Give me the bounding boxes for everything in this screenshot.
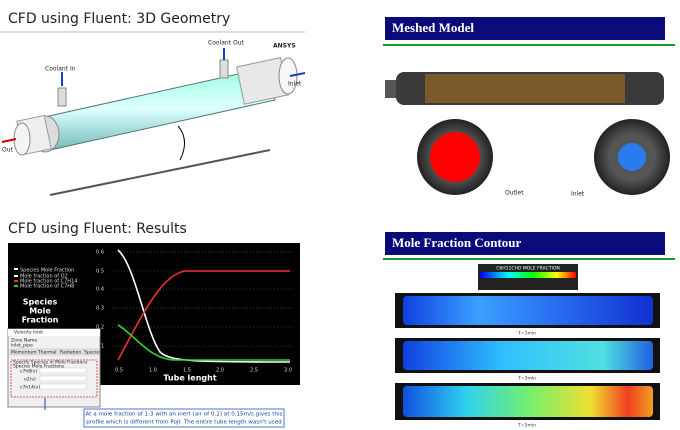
dialog-field[interactable]: inlet_pipe <box>11 343 33 349</box>
legend-entry: Mole fraction of O2 <box>20 274 68 280</box>
group-label: Species Mole Fractions <box>13 364 65 370</box>
title-bar <box>385 232 665 255</box>
x-tick-label: 2.5 <box>250 368 258 374</box>
y-tick-label: 0.3 <box>96 306 104 312</box>
side-label: Mole <box>29 307 51 316</box>
y-tick-label: 0.5 <box>96 269 104 275</box>
heat-exchanger <box>1 48 306 196</box>
legend <box>14 268 18 287</box>
dialog-title: Velocity Inlet <box>14 330 43 336</box>
tab[interactable]: Thermal <box>37 350 57 356</box>
x-tick-label: 3.0 <box>284 368 292 374</box>
curves <box>117 249 291 363</box>
caption: At a mole fraction of 1:3 with an inert … <box>86 412 283 418</box>
legend-entry: Mole fraction of C7H8 <box>20 284 74 290</box>
x-tick-label: 0.5 <box>115 368 123 374</box>
label: Coolant Out <box>208 40 244 47</box>
dialog-label: Zone Name <box>11 338 37 344</box>
x-tick-label: 2.0 <box>216 368 224 374</box>
y-tick-label: 0.2 <box>96 325 104 331</box>
panel-title: CFD using Fluent: 3D Geometry <box>8 11 230 27</box>
label: Outlet <box>505 190 524 197</box>
x-tick-label: 1.0 <box>149 368 157 374</box>
time-label: T=5min <box>517 423 536 429</box>
checkbox[interactable]: Specify Species in Mole Fractions <box>13 360 88 366</box>
contours <box>395 293 660 420</box>
label: ANSYS <box>273 43 296 50</box>
y-tick-label: 0.4 <box>96 287 104 293</box>
tab[interactable]: Radiation <box>60 350 81 356</box>
label: Coolant In <box>45 66 76 73</box>
mesh-tube <box>385 72 670 195</box>
panel-title: CFD using Fluent: Results <box>8 221 187 237</box>
legend-entry: Species Mole Fraction <box>20 268 74 274</box>
label: Inlet <box>571 191 585 198</box>
time-label: T=3min <box>517 376 536 382</box>
legend-title: C6H11CHO MOLE FRACTION <box>496 266 559 272</box>
species: o2(v) <box>24 377 36 383</box>
label: Inlet <box>288 81 302 88</box>
panel-title: Mole Fraction Contour <box>392 235 521 250</box>
label: Out <box>2 147 14 154</box>
x-tick-label: 1.5 <box>183 368 191 374</box>
tab[interactable]: Momentum <box>11 350 37 356</box>
y-tick-label: 0.6 <box>96 250 104 256</box>
tab[interactable]: Species <box>84 350 102 356</box>
x-axis-label: Tube lenght <box>163 374 216 383</box>
caption: profile which is different from PoJI. Th… <box>86 420 282 426</box>
color-scale <box>480 272 576 278</box>
species: c7h8(v) <box>20 369 37 375</box>
title-bar <box>385 17 665 40</box>
side-label: Species <box>23 298 58 307</box>
time-label: T=1min <box>517 331 536 337</box>
side-label: Fraction <box>22 316 59 325</box>
dialog <box>7 328 101 410</box>
species: c7h14(v) <box>20 385 40 391</box>
panel-title: Meshed Model <box>392 20 474 35</box>
caption-box <box>83 408 285 428</box>
legend-entry: Mole fraction of C7H14 <box>20 279 77 285</box>
